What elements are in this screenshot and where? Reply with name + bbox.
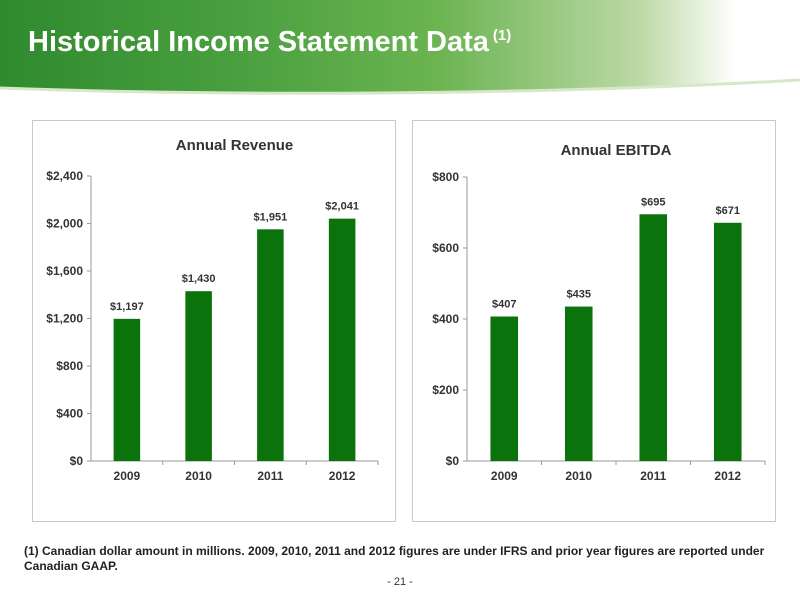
x-tick-label: 2009 xyxy=(491,469,518,483)
page-number: - 21 - xyxy=(387,576,413,588)
y-tick-label: $200 xyxy=(432,383,459,397)
bar xyxy=(639,214,668,461)
page-title: Historical Income Statement Data (1) xyxy=(28,26,511,59)
x-tick-label: 2011 xyxy=(257,469,283,483)
banner-curve xyxy=(0,78,800,110)
ebitda-chart: Annual EBITDA $0 $200 $400 $600 $800 $407 2009 $… xyxy=(432,142,766,483)
y-tick-label: $2,400 xyxy=(46,169,83,183)
revenue-chart-panel: Annual Revenue $0 $400 $800 $1,200 $1,600 $2,0… xyxy=(32,120,396,522)
bar xyxy=(113,318,141,461)
data-label: $1,951 xyxy=(254,211,288,223)
logo-icon xyxy=(741,13,775,47)
x-tick-label: 2012 xyxy=(329,469,356,483)
page-title-text: Historical Income Statement Data xyxy=(28,26,489,58)
y-tick-label: $1,600 xyxy=(46,264,83,278)
y-tick-label: $600 xyxy=(432,241,459,255)
y-tick-label: $800 xyxy=(432,170,459,184)
data-label: $695 xyxy=(641,196,665,208)
data-label: $1,430 xyxy=(182,273,216,285)
y-tick-label: $0 xyxy=(446,454,460,468)
bar xyxy=(328,218,356,461)
y-tick-label: $800 xyxy=(56,359,83,373)
title-footnote-marker: (1) xyxy=(492,27,512,45)
data-label: $435 xyxy=(567,289,591,301)
bar xyxy=(490,316,519,461)
chart-title: Annual EBITDA xyxy=(561,142,672,159)
bar xyxy=(564,306,593,461)
logo-subtitle: DRILLING xyxy=(729,66,787,73)
footnote: (1) Canadian dollar amount in millions. … xyxy=(24,544,765,573)
x-tick-label: 2010 xyxy=(565,469,592,483)
header-banner xyxy=(0,0,800,100)
company-logo: Precision DRILLING xyxy=(722,12,794,92)
chart-title: Annual Revenue xyxy=(176,137,294,154)
y-tick-label: $400 xyxy=(56,407,83,421)
x-tick-label: 2011 xyxy=(640,469,666,483)
x-tick-label: 2012 xyxy=(714,469,741,483)
bar xyxy=(257,229,284,461)
revenue-chart: Annual Revenue $0 $400 $800 $1,200 $1,600 $2,0… xyxy=(46,137,379,483)
data-label: $407 xyxy=(492,299,516,311)
x-tick-label: 2010 xyxy=(185,469,212,483)
y-tick-label: $2,000 xyxy=(46,217,83,231)
y-tick-label: $0 xyxy=(70,454,84,468)
y-tick-label: $1,200 xyxy=(46,312,83,326)
x-tick-label: 2009 xyxy=(114,469,141,483)
logo-name: Precision xyxy=(728,50,788,65)
bar xyxy=(185,291,212,461)
data-label: $1,197 xyxy=(110,301,144,313)
bar xyxy=(713,222,742,461)
y-tick-label: $400 xyxy=(432,312,459,326)
ebitda-chart-panel: Annual EBITDA $0 $200 $400 $600 $800 $407 2009 $… xyxy=(412,120,776,522)
data-label: $2,041 xyxy=(325,201,359,213)
data-label: $671 xyxy=(716,205,740,217)
